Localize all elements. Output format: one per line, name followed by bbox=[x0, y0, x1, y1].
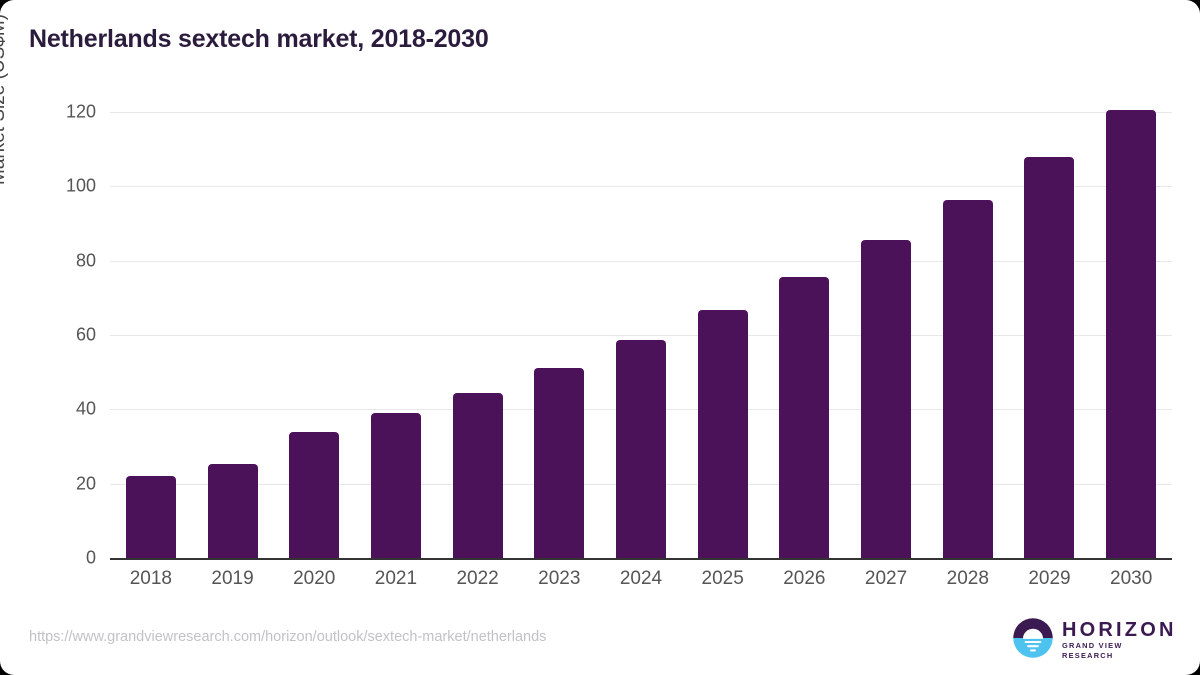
x-axis-tick-label: 2028 bbox=[946, 568, 989, 589]
horizon-logo-mark bbox=[1013, 618, 1053, 658]
y-axis-tick-label: 40 bbox=[75, 398, 96, 419]
bar[interactable] bbox=[452, 392, 503, 558]
x-axis-tick-label: 2025 bbox=[701, 568, 744, 589]
y-axis-title: Market Size (US$M) bbox=[0, 13, 9, 185]
gridline bbox=[110, 112, 1172, 113]
x-axis-tick-label: 2026 bbox=[783, 568, 826, 589]
x-axis-tick-label: 2018 bbox=[129, 568, 172, 589]
x-axis-tick-label: 2023 bbox=[538, 568, 581, 589]
bar[interactable] bbox=[534, 368, 585, 558]
x-axis-tick-label: 2029 bbox=[1028, 568, 1071, 589]
bar[interactable] bbox=[861, 239, 912, 558]
x-axis-tick-label: 2022 bbox=[456, 568, 499, 589]
y-axis-tick-label: 80 bbox=[75, 250, 96, 271]
x-axis-tick-label: 2019 bbox=[211, 568, 254, 589]
y-axis-tick-label: 120 bbox=[65, 101, 96, 122]
x-axis-tick-label: 2020 bbox=[293, 568, 336, 589]
plot-area bbox=[110, 110, 1172, 560]
source-url[interactable]: https://www.grandviewresearch.com/horizo… bbox=[29, 629, 547, 645]
bar[interactable] bbox=[370, 413, 421, 558]
horizon-logo-text: HORIZON GRAND VIEW RESEARCH bbox=[1062, 619, 1174, 661]
bar[interactable] bbox=[207, 464, 258, 558]
gridline bbox=[110, 335, 1172, 336]
y-axis-tick-label: 60 bbox=[75, 324, 96, 345]
bar[interactable] bbox=[289, 431, 340, 558]
bar[interactable] bbox=[942, 199, 993, 558]
horizon-wordmark: HORIZON bbox=[1062, 619, 1177, 641]
y-axis-tick-label: 20 bbox=[75, 473, 96, 494]
bar[interactable] bbox=[1024, 156, 1075, 558]
gridline bbox=[110, 186, 1172, 188]
horizon-logo: HORIZON GRAND VIEW RESEARCH bbox=[1012, 617, 1174, 661]
bar[interactable] bbox=[1106, 110, 1157, 558]
bar[interactable] bbox=[779, 277, 830, 558]
bar[interactable] bbox=[697, 310, 748, 558]
y-axis-tick-label: 100 bbox=[65, 175, 96, 196]
page-title: Netherlands sextech market, 2018-2030 bbox=[29, 25, 489, 53]
x-axis-tick-label: 2027 bbox=[864, 568, 908, 589]
x-axis-tick-label: 2021 bbox=[374, 568, 418, 589]
horizon-tagline: GRAND VIEW RESEARCH bbox=[1062, 641, 1123, 660]
gridline bbox=[110, 260, 1172, 262]
y-axis-tick-label: 0 bbox=[85, 547, 96, 568]
x-axis-tick-label: 2024 bbox=[619, 568, 663, 589]
bar[interactable] bbox=[125, 476, 176, 558]
bar[interactable] bbox=[616, 340, 666, 558]
x-axis-line bbox=[110, 558, 1172, 560]
x-axis-tick-label: 2030 bbox=[1110, 568, 1153, 589]
